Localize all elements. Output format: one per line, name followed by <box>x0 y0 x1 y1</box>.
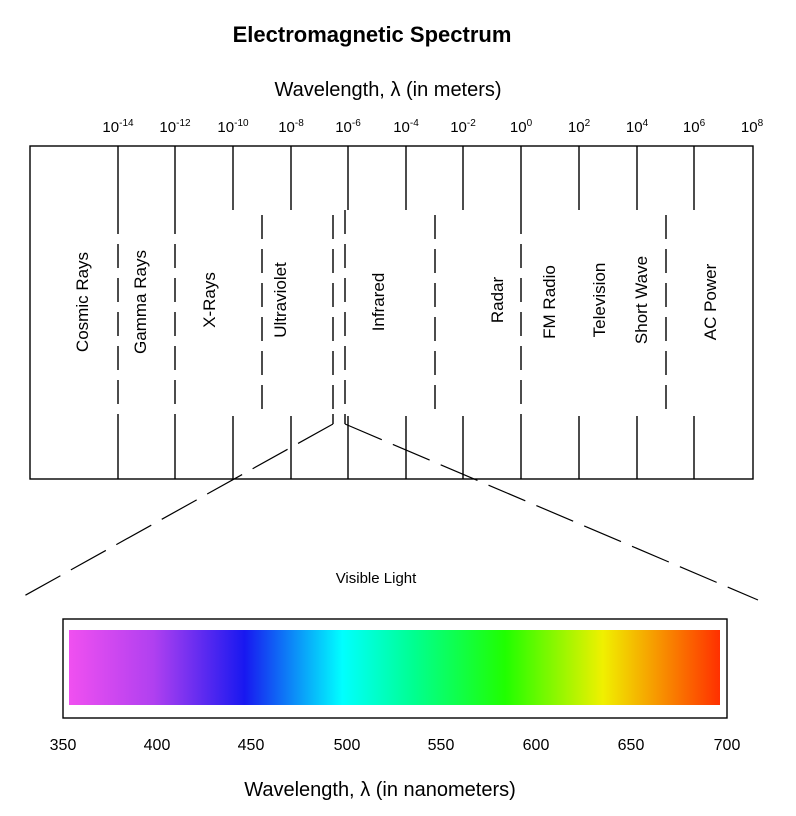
band-label: AC Power <box>701 263 720 340</box>
diagram-title: Electromagnetic Spectrum <box>233 22 512 47</box>
bottom-axis-label: Wavelength, λ (in nanometers) <box>244 779 516 801</box>
top-tick-label: 10-4 <box>393 118 419 136</box>
top-tick-label: 10-12 <box>159 118 191 136</box>
band-label: Radar <box>488 277 507 324</box>
projection-line-left <box>24 424 333 596</box>
top-tick-label: 10-14 <box>102 118 134 136</box>
bottom-tick-labels: 350 400 450 500 550 600 650 700 <box>50 737 741 754</box>
visible-spectrum-gradient <box>69 630 720 705</box>
bottom-tick-label: 500 <box>334 737 361 754</box>
visible-light-label: Visible Light <box>336 570 417 587</box>
bottom-tick-label: 650 <box>618 737 645 754</box>
bottom-tick-label: 700 <box>714 737 741 754</box>
top-tick-label: 102 <box>568 118 591 136</box>
bottom-tick-label: 400 <box>144 737 171 754</box>
band-label: Ultraviolet <box>271 262 290 338</box>
band-label: FM Radio <box>540 265 559 339</box>
top-tick-label: 100 <box>510 118 533 136</box>
top-tick-labels: 10-14 10-12 10-10 10-8 10-6 10-4 10-2 100 102 104… <box>102 118 763 136</box>
band-label: Infrared <box>369 273 388 332</box>
top-tick-label: 10-6 <box>335 118 361 136</box>
top-tick-label: 104 <box>626 118 649 136</box>
bottom-tick-label: 550 <box>428 737 455 754</box>
bottom-tick-label: 450 <box>238 737 265 754</box>
band-label: X-Rays <box>200 272 219 328</box>
top-axis-label: Wavelength, λ (in meters) <box>274 79 501 101</box>
band-label: Television <box>590 263 609 338</box>
band-label: Gamma Rays <box>131 250 150 354</box>
bottom-tick-label: 600 <box>523 737 550 754</box>
top-tick-label: 10-8 <box>278 118 304 136</box>
top-tick-label: 108 <box>741 118 764 136</box>
band-labels: Cosmic Rays Gamma Rays X-Rays Ultraviolet In… <box>73 250 720 354</box>
band-label: Cosmic Rays <box>73 252 92 352</box>
bottom-tick-label: 350 <box>50 737 77 754</box>
band-label: Short Wave <box>632 256 651 344</box>
top-tick-label: 106 <box>683 118 706 136</box>
top-tick-label: 10-2 <box>450 118 476 136</box>
top-tick-label: 10-10 <box>217 118 249 136</box>
